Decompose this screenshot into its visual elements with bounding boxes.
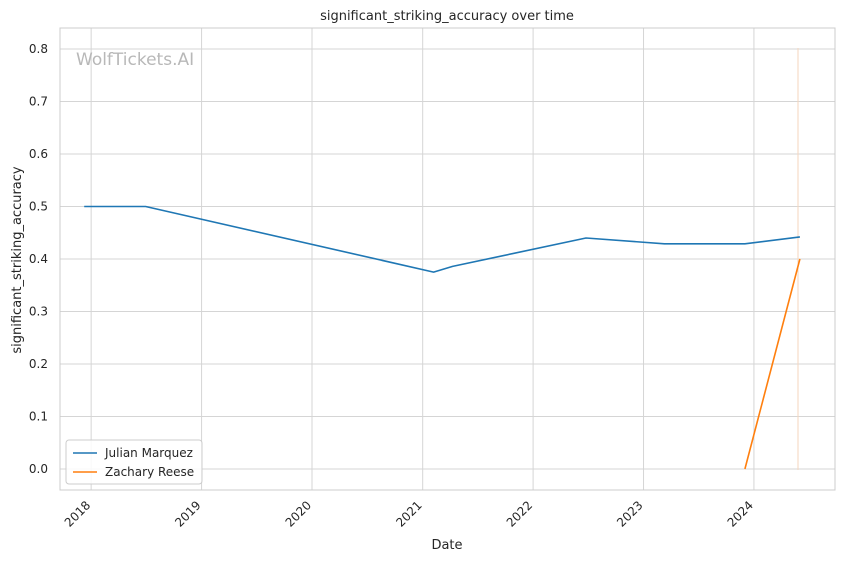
legend-label-1: Zachary Reese: [105, 465, 194, 479]
plot-frame: [59, 27, 836, 491]
y-tick-label: 0.6: [29, 147, 48, 161]
series-line-0: [84, 205, 800, 273]
y-tick-label: 0.4: [29, 252, 48, 266]
y-tick-label: 0.3: [29, 305, 48, 319]
legend-label-0: Julian Marquez: [104, 446, 193, 460]
x-tick-label: 2018: [62, 498, 93, 529]
legend: Julian Marquez Zachary Reese: [65, 439, 203, 485]
x-tick-label: 2024: [725, 498, 756, 529]
legend-frame: [65, 439, 203, 485]
x-tick-label: 2023: [614, 498, 645, 529]
y-tick-label: 0.8: [29, 42, 48, 56]
y-tick-labels: 0.0 0.1 0.2 0.3 0.4 0.5 0.6 0.7 0.8: [29, 42, 48, 476]
x-tick-label: 2020: [283, 498, 314, 529]
series-group: [84, 205, 801, 470]
y-tick-label: 0.7: [29, 95, 48, 109]
y-tick-label: 0.5: [29, 200, 48, 214]
series-line-1: [744, 258, 801, 470]
x-tick-label: 2019: [172, 498, 203, 529]
x-tick-labels: 2018 2019 2020 2021 2022 2023 2024: [62, 498, 756, 529]
x-axis-label: Date: [431, 538, 462, 553]
y-tick-label: 0.1: [29, 410, 48, 424]
grid: [60, 28, 835, 490]
y-axis-label: significant_striking_accuracy: [10, 166, 25, 354]
y-tick-label: 0.0: [29, 462, 48, 476]
x-tick-label: 2022: [504, 498, 535, 529]
x-tick-label: 2021: [393, 498, 424, 529]
chart-title: significant_striking_accuracy over time: [320, 9, 574, 24]
watermark: WolfTickets.AI: [76, 50, 194, 70]
y-tick-label: 0.2: [29, 357, 48, 371]
